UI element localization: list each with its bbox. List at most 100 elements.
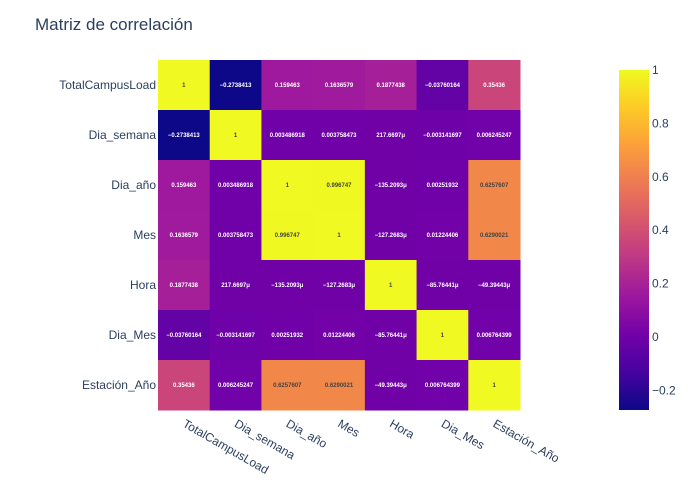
cell-value-label: 0.1877438	[377, 83, 406, 89]
heatmap-cell	[158, 60, 211, 111]
heatmap-cell	[313, 310, 366, 361]
cell-value-label: −127.2683μ	[375, 233, 408, 239]
heatmap-cell	[468, 160, 521, 211]
heatmap-cell	[364, 360, 418, 411]
heatmap-cell	[313, 60, 366, 111]
heatmap-cell	[364, 60, 418, 111]
cell-value-label: 0.35436	[483, 83, 505, 89]
cell-value-label: 0.003486918	[270, 133, 306, 139]
heatmap-cell	[416, 260, 469, 311]
heatmap-cell	[416, 60, 469, 111]
cell-value-label: 0.003486918	[218, 183, 254, 189]
cell-value-label: 0.006245247	[218, 383, 254, 389]
cell-value-label: 0.1877438	[170, 283, 199, 289]
heatmap-cell	[261, 210, 314, 261]
heatmap-cell	[209, 210, 262, 261]
colorbar-tick-label: 0.2	[652, 277, 669, 291]
heatmap-cell	[261, 310, 314, 361]
colorbar-tick-label: 0	[652, 330, 659, 344]
colorbar-tick-label: 0.8	[652, 116, 669, 130]
heatmap-cell	[416, 310, 469, 361]
cell-value-label: 1	[389, 283, 393, 289]
heatmap-cell	[416, 160, 469, 211]
heatmap-cell	[209, 110, 262, 161]
cell-value-label: 217.6697μ	[376, 133, 405, 139]
cell-value-label: −49.39443μ	[478, 283, 511, 289]
cell-value-label: 0.003758473	[321, 133, 357, 139]
cell-value-label: −0.003141697	[423, 133, 462, 139]
x-tick-label: Estación_Año	[491, 416, 562, 465]
cell-value-label: −127.2683μ	[323, 283, 356, 289]
y-tick-label: TotalCampusLoad	[59, 78, 156, 92]
cell-value-label: −0.03760164	[425, 83, 461, 89]
cell-value-label: −0.2738413	[220, 83, 253, 89]
cell-value-label: 0.159463	[171, 183, 197, 189]
cell-value-label: −49.39443μ	[375, 383, 408, 389]
cell-value-label: 0.1636579	[325, 83, 354, 89]
heatmap-cell	[416, 110, 469, 161]
cell-value-label: 0.006764399	[477, 333, 513, 339]
heatmap-cell	[209, 260, 262, 311]
cell-value-label: 1	[286, 183, 290, 189]
cell-value-label: 0.01224406	[427, 233, 459, 239]
y-tick-label: Hora	[130, 278, 156, 292]
heatmap-cell	[158, 360, 211, 411]
cell-value-label: 217.6697μ	[221, 283, 250, 289]
x-tick-label: Mes	[336, 416, 363, 439]
heatmap-cell	[468, 260, 521, 311]
heatmap-cell	[261, 60, 314, 111]
colorbar-tick-label: 0.6	[652, 170, 669, 184]
x-tick-label: Dia_Mes	[439, 416, 487, 452]
heatmap-cell	[416, 210, 469, 261]
heatmap-cell	[468, 210, 521, 261]
heatmap-cell	[261, 360, 314, 411]
cell-value-label: −85.76441μ	[375, 333, 408, 339]
cell-value-label: 1	[492, 383, 496, 389]
heatmap-cell	[209, 60, 262, 111]
heatmap-cell	[364, 210, 418, 261]
heatmap-cell	[158, 310, 211, 361]
cell-value-label: 0.00251932	[271, 333, 303, 339]
cell-value-label: 0.6257607	[480, 183, 509, 189]
heatmap-cell	[158, 110, 211, 161]
cell-value-label: 1	[441, 333, 445, 339]
y-tick-label: Dia_semana	[89, 128, 157, 142]
cell-value-label: 0.35436	[173, 383, 195, 389]
cell-value-label: 0.996747	[275, 233, 301, 239]
chart-title: Matriz de correlación	[35, 15, 193, 34]
cell-value-label: 0.01224406	[323, 333, 355, 339]
colorbar-gradient	[619, 70, 649, 410]
cell-value-label: 0.1636579	[170, 233, 199, 239]
heatmap-cell	[261, 110, 314, 161]
cell-value-label: 0.996747	[326, 183, 352, 189]
heatmap-cell	[468, 310, 521, 361]
colorbar: 1 0.8 0.6 0.4 0.2 0 −0.2	[619, 63, 676, 410]
heatmap-cell	[364, 260, 418, 311]
heatmap-cell	[209, 160, 262, 211]
x-tick-label: TotalCampusLoad	[180, 416, 271, 476]
cell-value-label: −85.76441μ	[426, 283, 459, 289]
heatmap-cell	[313, 210, 366, 261]
x-tick-label: Hora	[387, 416, 417, 441]
y-tick-label: Estación_Año	[82, 378, 156, 392]
heatmap-cell	[209, 360, 262, 411]
cell-value-label: 0.6290021	[325, 383, 354, 389]
cell-value-label: −135.2093μ	[375, 183, 408, 189]
heatmap-cell	[209, 310, 262, 361]
cell-value-label: 0.003758473	[218, 233, 254, 239]
cell-value-label: −0.2738413	[168, 133, 201, 139]
heatmap-cell	[416, 360, 469, 411]
heatmap-cell	[468, 60, 521, 111]
heatmap-cell	[158, 260, 211, 311]
cell-value-label: −0.03760164	[166, 333, 202, 339]
cell-value-label: 0.006245247	[477, 133, 513, 139]
heatmap-cell	[313, 360, 366, 411]
cell-value-label: 1	[234, 133, 238, 139]
cell-value-label: 0.006764399	[425, 383, 461, 389]
y-tick-label: Mes	[133, 228, 156, 242]
cell-value-label: 0.159463	[275, 83, 301, 89]
heatmap-cell	[158, 160, 211, 211]
cell-value-label: 0.6257607	[273, 383, 302, 389]
